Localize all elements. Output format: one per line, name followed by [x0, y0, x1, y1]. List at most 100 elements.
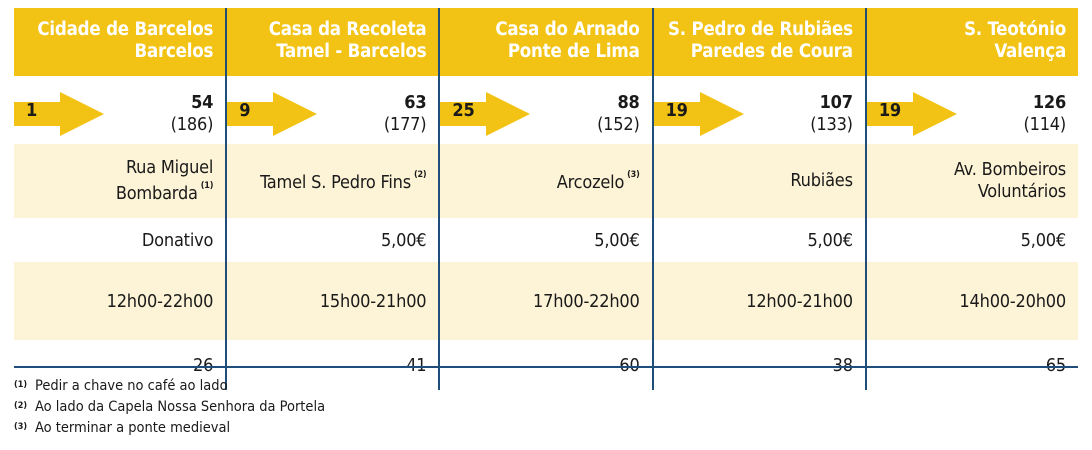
address-line: Arcozelo (3)	[557, 168, 640, 194]
bed-count: 38	[832, 354, 853, 376]
arrow-right-icon	[440, 92, 531, 136]
albergue-header: Casa do Arnado Ponte de Lima	[440, 8, 652, 76]
hours-cell: 15h00-21h00	[227, 262, 439, 340]
beds-cell: 26	[14, 340, 226, 390]
footnote: (2) Ao lado da Capela Nossa Senhora da Po…	[14, 398, 325, 419]
address-line: Tamel S. Pedro Fins (2)	[260, 168, 427, 194]
price: 5,00€	[594, 229, 640, 251]
address-text: Tamel S. Pedro Fins	[260, 172, 411, 193]
km-total: 54	[191, 92, 214, 113]
address-line: Rubiães	[790, 170, 853, 192]
footnote-mark: (3)	[14, 422, 28, 432]
km-total: 88	[617, 92, 640, 113]
footnote-mark: (2)	[413, 170, 427, 180]
km-total: 107	[819, 92, 853, 113]
albergue-place: Valença	[994, 41, 1067, 62]
address-text: Av. Bombeiros	[953, 159, 1067, 180]
footnote: (3) Ao terminar a ponte medieval	[14, 419, 325, 440]
opening-hours: 15h00-21h00	[319, 290, 427, 312]
stage-row: 19 107 (133)	[653, 76, 865, 144]
distance: 107 (133)	[810, 92, 853, 136]
bed-count: 60	[619, 354, 640, 376]
albergue-header: S. Teotónio Valença	[866, 8, 1079, 76]
bed-count: 65	[1045, 354, 1067, 376]
km-remaining: (177)	[383, 114, 427, 135]
address-line: Rua Miguel Bombarda (1)	[26, 157, 214, 205]
stage-number: 19	[878, 100, 901, 121]
price-cell: 5,00€	[440, 218, 652, 262]
hours-cell: 17h00-22h00	[440, 262, 652, 340]
albergue-name: Casa do Arnado	[495, 19, 640, 40]
bed-count: 41	[406, 354, 427, 376]
address-text: Arcozelo	[556, 172, 625, 193]
price-cell: 5,00€	[653, 218, 865, 262]
address: Rua Miguel Bombarda (1)	[26, 157, 214, 205]
beds-cell: 38	[653, 340, 865, 390]
albergue-name: Casa da Recoleta	[268, 19, 427, 40]
km-remaining: (114)	[1023, 114, 1067, 135]
beds-cell: 41	[227, 340, 439, 390]
beds-cell: 60	[440, 340, 652, 390]
albergue-column: S. Pedro de Rubiães Paredes de Coura 19 …	[651, 8, 865, 390]
albergue-place: Barcelos	[134, 41, 214, 62]
stage-number: 9	[239, 100, 251, 121]
hours-cell: 12h00-21h00	[653, 262, 865, 340]
distance: 88 (152)	[597, 92, 640, 136]
km-remaining: (186)	[170, 114, 214, 135]
stage-number: 19	[665, 100, 688, 121]
albergue-header: S. Pedro de Rubiães Paredes de Coura	[653, 8, 865, 76]
price-cell: 5,00€	[866, 218, 1079, 262]
address-cell: Av. Bombeiros Voluntários	[866, 144, 1079, 218]
address-line: Av. Bombeiros	[954, 159, 1066, 181]
footnotes: (1) Pedir a chave no café ao lado (2) Ao la…	[14, 377, 325, 440]
distance: 126 (114)	[1023, 92, 1066, 136]
address-cell: Rua Miguel Bombarda (1)	[14, 144, 226, 218]
address-line: Voluntários	[978, 181, 1066, 203]
price: Donativo	[141, 229, 214, 251]
address-cell: Tamel S. Pedro Fins (2)	[227, 144, 439, 218]
footnote-text: Ao terminar a ponte medieval	[35, 420, 231, 436]
stage-row: 25 88 (152)	[440, 76, 652, 144]
hours-cell: 14h00-20h00	[866, 262, 1079, 340]
beds-cell: 65	[866, 340, 1079, 390]
albergue-header: Casa da Recoleta Tamel - Barcelos	[227, 8, 439, 76]
albergue-column: Cidade de Barcelos Barcelos 1 54 (186) R…	[14, 8, 226, 390]
km-total: 126	[1032, 92, 1067, 113]
address: Rubiães	[790, 170, 853, 192]
hours-cell: 12h00-22h00	[14, 262, 226, 340]
albergue-place: Tamel - Barcelos	[276, 41, 427, 62]
stage-number: 1	[26, 100, 38, 121]
address-text: Voluntários	[977, 181, 1067, 202]
albergue-name: Cidade de Barcelos	[37, 19, 214, 40]
opening-hours: 14h00-20h00	[959, 290, 1067, 312]
stage-row: 9 63 (177)	[227, 76, 439, 144]
albergue-column: Casa da Recoleta Tamel - Barcelos 9 63 (…	[225, 8, 439, 390]
price: 5,00€	[381, 229, 427, 251]
table-bottom-rule	[14, 366, 1078, 368]
albergue-place: Paredes de Coura	[690, 41, 853, 62]
opening-hours: 12h00-21h00	[746, 290, 853, 312]
footnote-mark: (3)	[627, 170, 640, 180]
address-cell: Arcozelo (3)	[440, 144, 652, 218]
albergue-place: Ponte de Lima	[507, 41, 640, 62]
opening-hours: 17h00-22h00	[533, 290, 640, 312]
arrow-right-icon	[227, 92, 318, 136]
price-cell: 5,00€	[227, 218, 439, 262]
stage-number: 25	[452, 100, 475, 121]
address-text: Rua Miguel Bombarda	[115, 157, 214, 204]
footnote-text: Ao lado da Capela Nossa Senhora da Porte…	[35, 399, 326, 415]
footnote-mark: (1)	[200, 181, 214, 191]
footnote-text: Pedir a chave no café ao lado	[35, 378, 228, 394]
address-text: Rubiães	[790, 170, 853, 191]
arrow-right-icon	[866, 92, 957, 136]
address-cell: Rubiães	[653, 144, 865, 218]
stage-row: 1 54 (186)	[14, 76, 226, 144]
km-total: 63	[404, 92, 427, 113]
albergue-column: S. Teotónio Valença 19 126 (114) Av. Bom…	[864, 8, 1079, 390]
bed-count: 26	[193, 354, 214, 376]
price: 5,00€	[1020, 229, 1067, 251]
albergue-name: S. Pedro de Rubiães	[667, 19, 853, 40]
address: Tamel S. Pedro Fins (2)	[260, 168, 427, 194]
distance: 54 (186)	[171, 92, 214, 136]
arrow-right-icon	[14, 92, 104, 136]
